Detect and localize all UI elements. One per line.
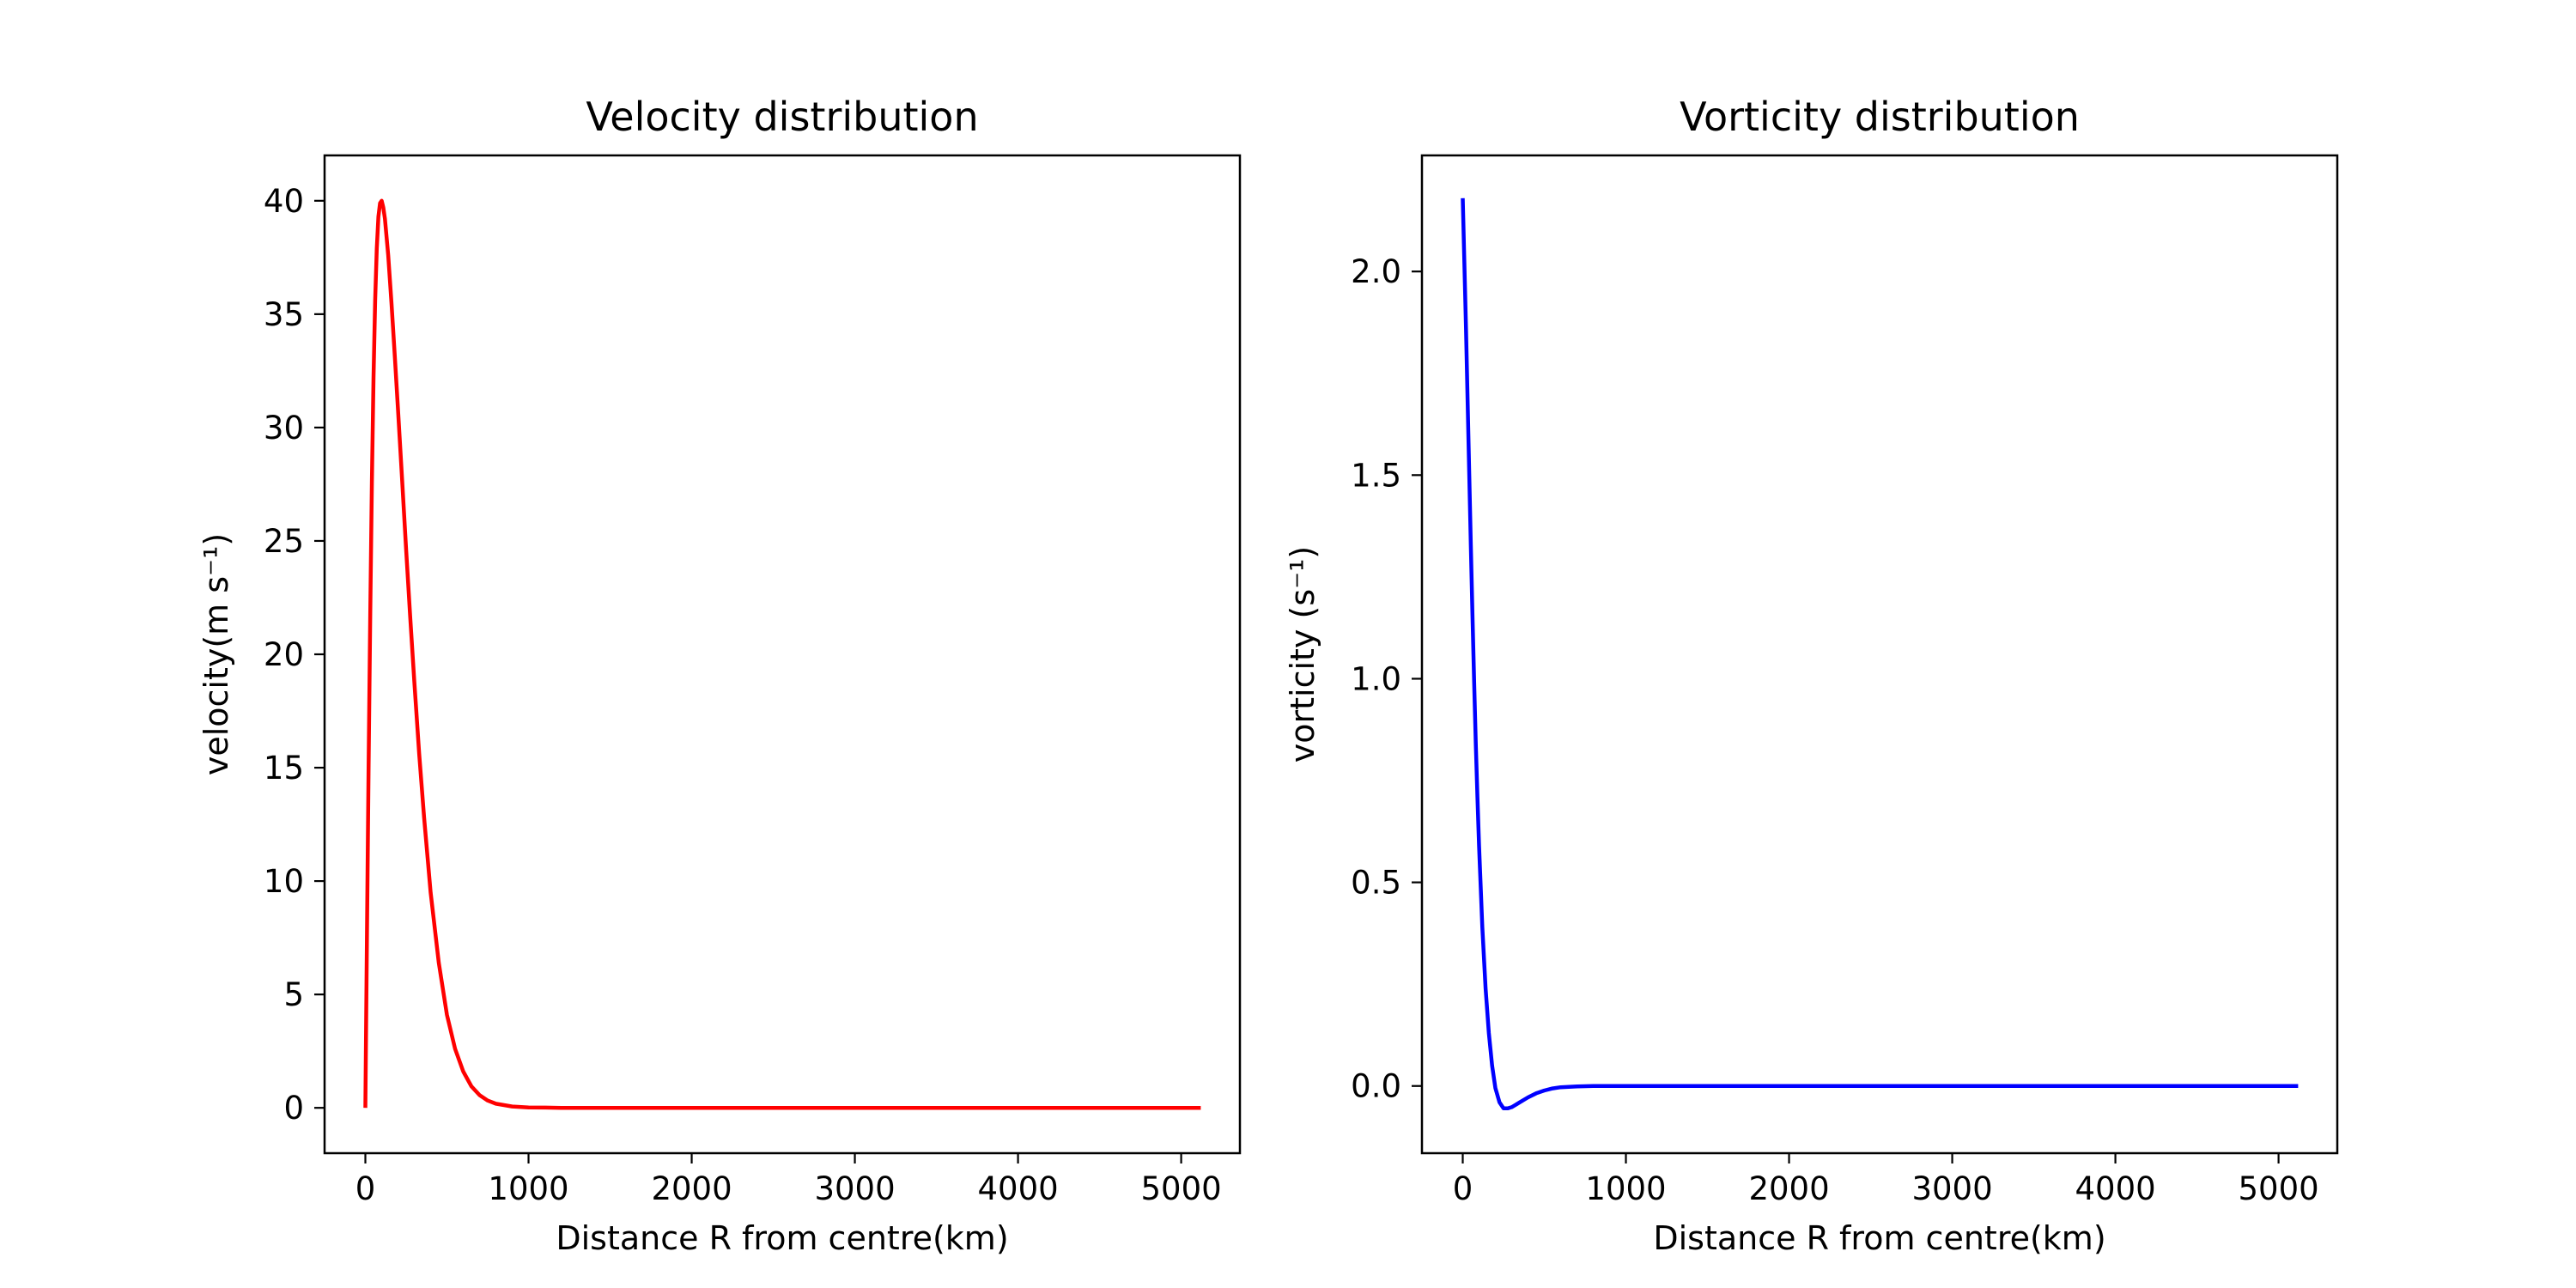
vorticity-x-tick-label: 4000 [2075, 1170, 2155, 1207]
velocity-y-tick-label: 5 [283, 976, 304, 1013]
vorticity-chart: Vorticity distribution Distance R from c… [1284, 94, 2339, 1257]
velocity-y-tick-label: 15 [264, 750, 304, 787]
vorticity-x-tick-label: 5000 [2239, 1170, 2319, 1207]
vorticity-chart-title: Vorticity distribution [1680, 94, 2080, 140]
velocity-y-tick-label: 25 [264, 523, 304, 560]
velocity-x-tick-label: 3000 [814, 1170, 895, 1207]
velocity-y-tick-label: 0 [283, 1090, 304, 1127]
velocity-x-tick-label: 5000 [1141, 1170, 1222, 1207]
vorticity-plot-area [1420, 154, 2339, 1155]
vorticity-y-tick-label: 0.0 [1351, 1068, 1401, 1105]
velocity-y-tick-label: 10 [264, 863, 304, 900]
vorticity-y-tick-label: 1.0 [1351, 660, 1401, 697]
velocity-y-ticks: 0 5 10 15 20 25 30 35 40 [264, 183, 325, 1127]
vorticity-x-tick-label: 2000 [1748, 1170, 1829, 1207]
vorticity-line [1461, 197, 2299, 1111]
velocity-line [363, 198, 1201, 1110]
velocity-x-tick-label: 2000 [651, 1170, 732, 1207]
vorticity-y-ticks: 0.0 0.5 1.0 1.5 2.0 [1351, 253, 1422, 1105]
velocity-chart-title: Velocity distribution [586, 94, 978, 140]
velocity-y-tick-label: 40 [264, 183, 304, 220]
vorticity-y-tick-label: 1.5 [1351, 457, 1401, 494]
velocity-y-axis-label: velocity(m s⁻¹) [197, 533, 235, 775]
vorticity-x-tick-label: 3000 [1911, 1170, 1992, 1207]
velocity-plot-area [323, 154, 1242, 1155]
velocity-x-tick-label: 4000 [977, 1170, 1058, 1207]
velocity-x-tick-label: 1000 [488, 1170, 568, 1207]
velocity-x-tick-label: 0 [355, 1170, 376, 1207]
vorticity-x-tick-label: 0 [1453, 1170, 1473, 1207]
vorticity-y-tick-label: 0.5 [1351, 865, 1401, 902]
vorticity-x-tick-label: 1000 [1585, 1170, 1666, 1207]
vorticity-x-axis-label: Distance R from centre(km) [1653, 1219, 2105, 1257]
velocity-x-ticks: 0 1000 2000 3000 4000 5000 [355, 1153, 1222, 1207]
velocity-y-tick-label: 30 [264, 410, 304, 447]
velocity-chart: Velocity distribution Distance R from ce… [197, 94, 1242, 1257]
vorticity-x-ticks: 0 1000 2000 3000 4000 5000 [1453, 1153, 2319, 1207]
velocity-y-tick-label: 20 [264, 636, 304, 673]
velocity-x-axis-label: Distance R from centre(km) [556, 1219, 1008, 1257]
vorticity-y-tick-label: 2.0 [1351, 253, 1401, 290]
velocity-y-tick-label: 35 [264, 296, 304, 333]
vorticity-y-axis-label: vorticity (s⁻¹) [1284, 546, 1321, 762]
